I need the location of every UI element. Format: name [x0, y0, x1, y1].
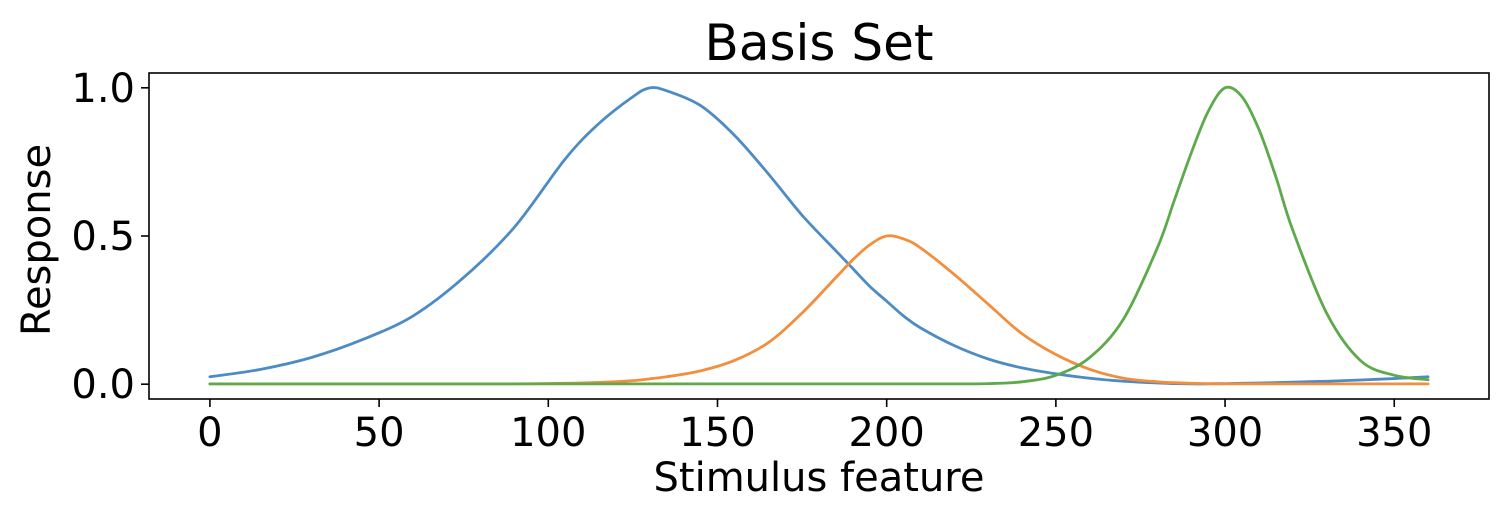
y-axis-label: Response	[14, 144, 60, 336]
series-layer	[208, 85, 1430, 386]
x-axis: 0 50 100 150 200 250 300 350	[197, 399, 1432, 456]
y-tick-label: 1.0	[71, 66, 135, 112]
series-line-2	[208, 234, 1430, 386]
x-tick-label: 150	[679, 410, 755, 456]
x-tick-label: 100	[510, 410, 586, 456]
x-tick-label: 250	[1018, 410, 1094, 456]
x-tick-label: 350	[1356, 410, 1432, 456]
x-tick-label: 0	[197, 410, 222, 456]
series-line-1	[208, 86, 1430, 386]
chart-title: Basis Set	[705, 14, 934, 72]
y-tick-label: 0.5	[71, 214, 135, 260]
x-tick-label: 300	[1187, 410, 1263, 456]
series-line-3	[208, 85, 1430, 386]
x-tick-label: 200	[848, 410, 924, 456]
x-tick-label: 50	[354, 410, 405, 456]
plot-frame	[148, 72, 1490, 400]
x-axis-label: Stimulus feature	[654, 455, 985, 501]
y-axis: 0.0 0.5 1.0	[71, 66, 149, 408]
y-tick-label: 0.0	[71, 362, 135, 408]
